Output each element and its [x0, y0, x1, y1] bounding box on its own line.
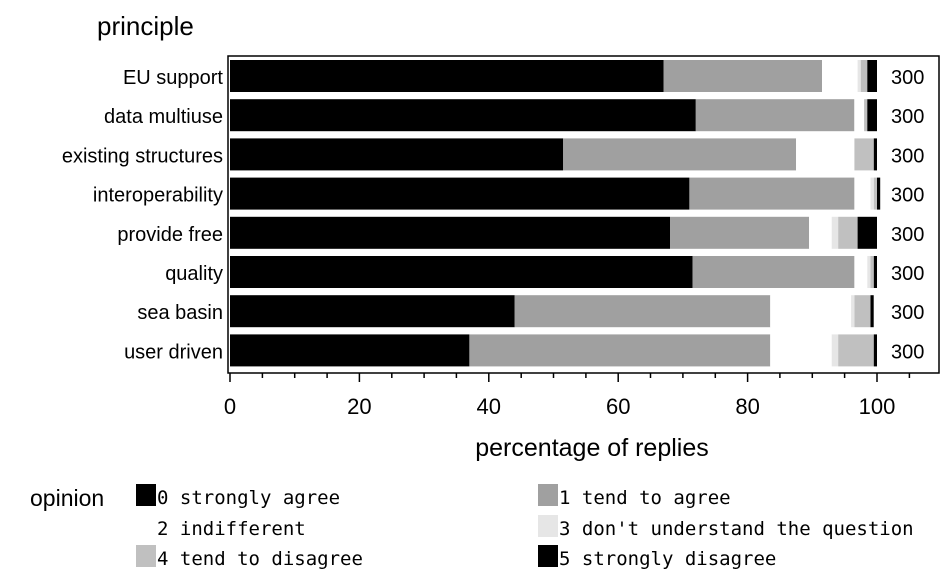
- bar-segment-0-quality: [230, 256, 693, 288]
- bar-segment-4-user-driven: [838, 334, 874, 367]
- legend-title: opinion: [30, 485, 104, 511]
- x-tick-label: 0: [224, 394, 236, 419]
- legend-swatch: [538, 545, 558, 567]
- legend-label: 1 tend to agree: [559, 487, 731, 509]
- bar-segment-0-EU-support: [230, 60, 664, 92]
- bar-segment-1-interoperability: [689, 177, 855, 210]
- x-tick-label: 100: [859, 394, 896, 419]
- bar-segment-5-data-multiuse: [867, 99, 877, 132]
- bar-segment-1-data-multiuse: [695, 99, 855, 132]
- bar-segment-4-data-multiuse: [864, 99, 868, 132]
- bar-segment-0-existing-structures: [230, 138, 564, 171]
- category-label: data multiuse: [104, 106, 223, 128]
- count-label: 300: [891, 185, 924, 207]
- category-label: EU support: [123, 67, 223, 89]
- bar-segment-3-EU-support: [857, 60, 861, 92]
- legend-label: 5 strongly disagree: [559, 548, 776, 570]
- legend-label: 2 indifferent: [157, 518, 306, 540]
- bar-segment-4-sea-basin: [854, 295, 871, 328]
- bar-segment-0-provide-free: [230, 216, 670, 249]
- x-tick-label: 80: [735, 394, 759, 419]
- bar-segment-2-sea-basin: [770, 295, 852, 328]
- bar-segment-0-interoperability: [230, 177, 690, 210]
- category-label: interoperability: [93, 185, 223, 207]
- bar-segment-2-user-driven: [770, 334, 832, 367]
- bar-segment-5-existing-structures: [873, 138, 877, 171]
- legend-label: 0 strongly agree: [157, 487, 340, 509]
- count-label: 300: [891, 341, 924, 363]
- bar-segment-5-provide-free: [857, 216, 877, 249]
- bar-segment-3-sea-basin: [851, 295, 855, 328]
- x-tick-label: 20: [347, 394, 371, 419]
- bar-segment-4-EU-support: [860, 60, 868, 92]
- bar-segment-0-sea-basin: [230, 295, 515, 328]
- category-label: provide free: [117, 224, 223, 246]
- category-label: user driven: [124, 341, 223, 363]
- count-labels: 300 300 300 300 300 300 300 300: [891, 67, 924, 363]
- bar-segment-2-quality: [854, 256, 868, 288]
- plot-frame: [227, 55, 940, 374]
- bar-segment-2-EU-support: [822, 60, 858, 92]
- bar-segment-4-interoperability: [873, 177, 877, 210]
- x-tick-label: 60: [606, 394, 630, 419]
- bar-segment-2-data-multiuse: [854, 99, 865, 132]
- x-axis: 0 20 40 60 80 100: [224, 373, 911, 419]
- legend: 0 strongly agree 1 tend to agree 2 indiffe…: [136, 484, 914, 570]
- bar-segment-1-user-driven: [469, 334, 771, 367]
- category-axis-title: principle: [97, 11, 194, 41]
- bar-segment-4-quality: [870, 256, 874, 288]
- bar-segment-4-provide-free: [838, 216, 858, 249]
- x-axis-label: percentage of replies: [475, 434, 708, 462]
- legend-label: 3 don't understand the question: [559, 518, 914, 540]
- bar-segment-3-quality: [867, 256, 871, 288]
- category-label: quality: [165, 263, 223, 285]
- bar-segment-3-provide-free: [831, 216, 839, 249]
- category-label: existing structures: [62, 145, 223, 167]
- bar-segment-2-interoperability: [854, 177, 871, 210]
- bars-layer: [230, 60, 881, 367]
- count-label: 300: [891, 224, 924, 246]
- count-label: 300: [891, 302, 924, 324]
- legend-swatch: [136, 545, 156, 567]
- bar-segment-1-existing-structures: [563, 138, 797, 171]
- bar-segment-2-provide-free: [809, 216, 832, 249]
- category-labels: EU support data multiuse existing structur…: [62, 67, 224, 363]
- count-label: 300: [891, 67, 924, 89]
- bar-segment-5-sea-basin: [870, 295, 874, 328]
- legend-swatch: [538, 484, 558, 506]
- legend-swatch: [136, 484, 156, 506]
- bar-segment-0-user-driven: [230, 334, 470, 367]
- legend-label: 4 tend to disagree: [157, 548, 363, 570]
- bar-segment-1-provide-free: [670, 216, 810, 249]
- bar-segment-5-interoperability: [877, 177, 881, 210]
- bar-segment-2-existing-structures: [796, 138, 855, 171]
- bar-segment-1-quality: [692, 256, 855, 288]
- bar-segment-3-interoperability: [870, 177, 874, 210]
- bar-segment-5-EU-support: [867, 60, 877, 92]
- bar-segment-4-existing-structures: [854, 138, 874, 171]
- x-tick-label: 40: [477, 394, 501, 419]
- bar-segment-1-EU-support: [663, 60, 822, 92]
- count-label: 300: [891, 263, 924, 285]
- legend-swatch: [538, 515, 558, 537]
- bar-segment-1-sea-basin: [514, 295, 771, 328]
- count-label: 300: [891, 106, 924, 128]
- bar-segment-5-quality: [873, 256, 877, 288]
- bar-segment-3-user-driven: [831, 334, 839, 367]
- bar-segment-0-data-multiuse: [230, 99, 696, 132]
- bar-segment-5-user-driven: [873, 334, 877, 367]
- category-label: sea basin: [137, 302, 223, 324]
- count-label: 300: [891, 145, 924, 167]
